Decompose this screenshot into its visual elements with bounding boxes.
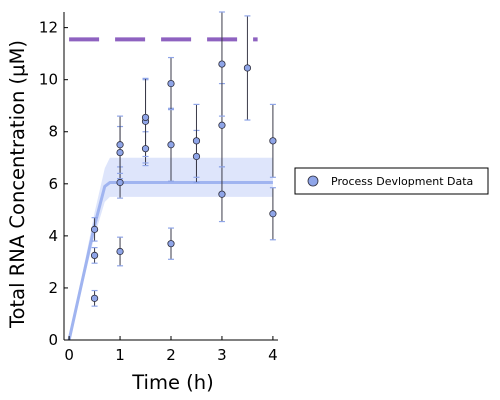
data-point: [218, 190, 226, 198]
data-point: [269, 210, 277, 218]
plot-area: [67, 11, 277, 341]
legend-box: [294, 167, 489, 195]
data-point: [116, 148, 124, 157]
data-point: [218, 60, 226, 68]
data-point: [90, 251, 99, 259]
legend: Process Devlopment Data: [294, 167, 489, 195]
x-tick-label: 1: [115, 346, 125, 364]
y-tick-label: 0: [48, 331, 58, 349]
x-axis-title: Time (h): [131, 371, 214, 394]
y-axis-title: Total RNA Concentration (μM): [6, 40, 29, 329]
fit-line: [67, 181, 273, 341]
x-tick-label: 2: [166, 346, 176, 364]
y-tick-label: 12: [39, 19, 58, 37]
y-tick-label: 2: [48, 279, 58, 297]
data-point: [218, 121, 226, 129]
x-tick-label: 3: [217, 346, 227, 364]
legend-marker: [307, 175, 319, 187]
data-point: [116, 247, 124, 256]
data-point: [167, 141, 175, 149]
data-point: [141, 145, 150, 153]
x-tick-label: 0: [64, 346, 74, 364]
data-point: [90, 225, 99, 233]
data-point: [116, 141, 124, 149]
data-point: [243, 64, 252, 72]
y-tick-label: 4: [48, 227, 58, 245]
fit-confidence-band: [69, 157, 273, 340]
y-tick-label: 8: [48, 123, 58, 141]
x-tick-label: 4: [268, 346, 278, 364]
data-point: [192, 137, 201, 145]
data-point: [167, 240, 175, 248]
data-point: [167, 79, 175, 88]
data-point: [269, 137, 277, 145]
legend-label: Process Devlopment Data: [331, 175, 473, 188]
data-point: [192, 152, 201, 161]
y-tick-label: 6: [48, 175, 58, 193]
data-point: [116, 178, 124, 187]
y-tick-label: 10: [39, 71, 58, 89]
data-point: [141, 113, 150, 122]
data-point: [90, 294, 99, 302]
